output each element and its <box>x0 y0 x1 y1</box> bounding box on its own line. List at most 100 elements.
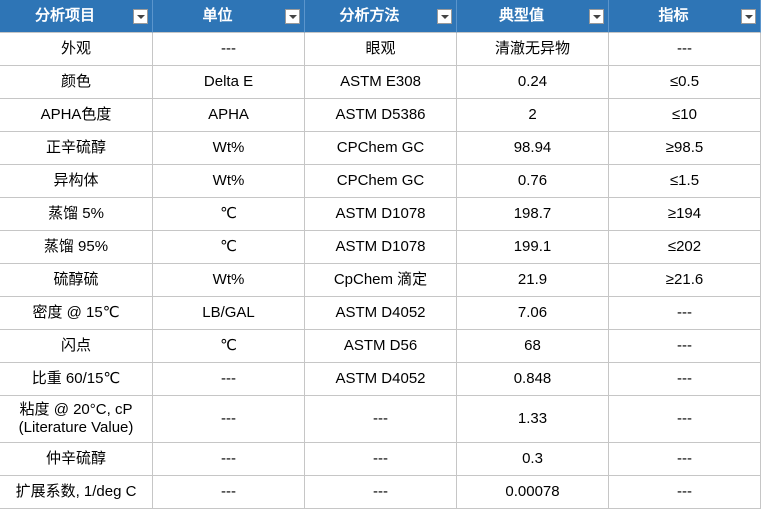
cell-text: --- <box>221 483 236 500</box>
cell-text: ≤0.5 <box>669 73 700 90</box>
filter-button[interactable] <box>589 9 604 24</box>
cell-text: Wt% <box>212 139 245 156</box>
table-cell: 98.94 <box>457 132 609 165</box>
header-cell: 单位 <box>153 0 305 33</box>
table-cell: 1.33 <box>457 396 609 443</box>
cell-text: LB/GAL <box>202 304 255 321</box>
table-cell: ASTM E308 <box>305 66 457 99</box>
table-cell: 清澈无异物 <box>457 33 609 66</box>
cell-text: 单位 <box>202 7 233 24</box>
cell-text: 仲辛硫醇 <box>45 450 106 467</box>
cell-text: CPChem GC <box>336 172 425 189</box>
filter-button[interactable] <box>437 9 452 24</box>
table-cell: 仲辛硫醇 <box>0 443 153 476</box>
cell-text: ASTM D1078 <box>335 205 426 222</box>
table-cell: ASTM D56 <box>305 330 457 363</box>
cell-text: ASTM D1078 <box>335 238 426 255</box>
cell-text: CPChem GC <box>336 139 425 156</box>
cell-text: --- <box>677 304 692 321</box>
table-cell: CpChem 滴定 <box>305 264 457 297</box>
header-cell: 分析方法 <box>305 0 457 33</box>
table-cell: ≤10 <box>609 99 761 132</box>
cell-text: ≤10 <box>672 106 697 123</box>
table-cell: --- <box>153 363 305 396</box>
cell-text: 颜色 <box>60 73 91 90</box>
cell-text: 密度 @ 15℃ <box>32 304 120 321</box>
table-cell: ℃ <box>153 198 305 231</box>
table-cell: LB/GAL <box>153 297 305 330</box>
cell-text: 扩展系数, 1/deg C <box>15 483 137 500</box>
cell-text: 198.7 <box>513 205 552 222</box>
cell-text: 21.9 <box>517 271 548 288</box>
cell-text: 比重 60/15℃ <box>31 370 121 387</box>
table-cell: 密度 @ 15℃ <box>0 297 153 330</box>
table-cell: 硫醇硫 <box>0 264 153 297</box>
table-cell: ASTM D1078 <box>305 198 457 231</box>
table-cell: 0.24 <box>457 66 609 99</box>
cell-text: --- <box>373 483 388 500</box>
table-cell: CPChem GC <box>305 132 457 165</box>
cell-text: 分析方法 <box>339 7 400 24</box>
cell-text: ≥21.6 <box>665 271 704 288</box>
cell-text: ℃ <box>220 205 237 222</box>
table-cell: ASTM D4052 <box>305 297 457 330</box>
cell-text: CpChem 滴定 <box>333 271 428 288</box>
table-cell: 0.3 <box>457 443 609 476</box>
table-cell: 比重 60/15℃ <box>0 363 153 396</box>
table-cell: --- <box>153 476 305 509</box>
cell-text: 蒸馏 5% <box>48 205 104 222</box>
table-cell: 0.848 <box>457 363 609 396</box>
cell-text: --- <box>677 410 692 427</box>
table-cell: 0.00078 <box>457 476 609 509</box>
cell-text: 蒸馏 95% <box>43 238 109 255</box>
cell-text: ℃ <box>220 337 237 354</box>
table-cell: Wt% <box>153 132 305 165</box>
header-cell: 分析项目 <box>0 0 153 33</box>
table-cell: --- <box>609 33 761 66</box>
cell-text: 异构体 <box>53 172 99 189</box>
cell-text: ASTM D4052 <box>335 304 426 321</box>
cell-text: 98.94 <box>513 139 552 156</box>
table-cell: 7.06 <box>457 297 609 330</box>
cell-text: ASTM D5386 <box>335 106 426 123</box>
cell-text: 2 <box>528 106 537 123</box>
table-cell: 粘度 @ 20°C, cP (Literature Value) <box>0 396 153 443</box>
cell-text: Wt% <box>212 172 245 189</box>
table-cell: 0.76 <box>457 165 609 198</box>
table-cell: --- <box>609 443 761 476</box>
cell-text: ≤1.5 <box>669 172 700 189</box>
cell-text: --- <box>221 370 236 387</box>
table-cell: ≥21.6 <box>609 264 761 297</box>
cell-text: --- <box>677 450 692 467</box>
cell-text: 分析项目 <box>34 7 95 24</box>
cell-text: 粘度 @ 20°C, cP (Literature Value) <box>18 401 134 436</box>
table-cell: 扩展系数, 1/deg C <box>0 476 153 509</box>
table-cell: 2 <box>457 99 609 132</box>
table-cell: --- <box>609 396 761 443</box>
table-cell: 颜色 <box>0 66 153 99</box>
filter-button[interactable] <box>285 9 300 24</box>
table-cell: --- <box>609 297 761 330</box>
cell-text: 外观 <box>60 40 91 57</box>
table-cell: ℃ <box>153 231 305 264</box>
table-cell: 闪点 <box>0 330 153 363</box>
table-cell: 蒸馏 5% <box>0 198 153 231</box>
table-cell: 199.1 <box>457 231 609 264</box>
filter-button[interactable] <box>741 9 756 24</box>
table-cell: ≤0.5 <box>609 66 761 99</box>
table-cell: 外观 <box>0 33 153 66</box>
cell-text: 0.848 <box>513 370 552 387</box>
cell-text: APHA <box>208 106 249 123</box>
table-cell: --- <box>305 396 457 443</box>
cell-text: 0.24 <box>517 73 548 90</box>
table-cell: APHA色度 <box>0 99 153 132</box>
cell-text: Delta E <box>203 73 254 90</box>
cell-text: 0.00078 <box>505 483 560 500</box>
filter-button[interactable] <box>133 9 148 24</box>
cell-text: --- <box>677 483 692 500</box>
cell-text: --- <box>221 40 236 57</box>
cell-text: ℃ <box>220 238 237 255</box>
cell-text: 1.33 <box>517 410 548 427</box>
table-cell: 68 <box>457 330 609 363</box>
